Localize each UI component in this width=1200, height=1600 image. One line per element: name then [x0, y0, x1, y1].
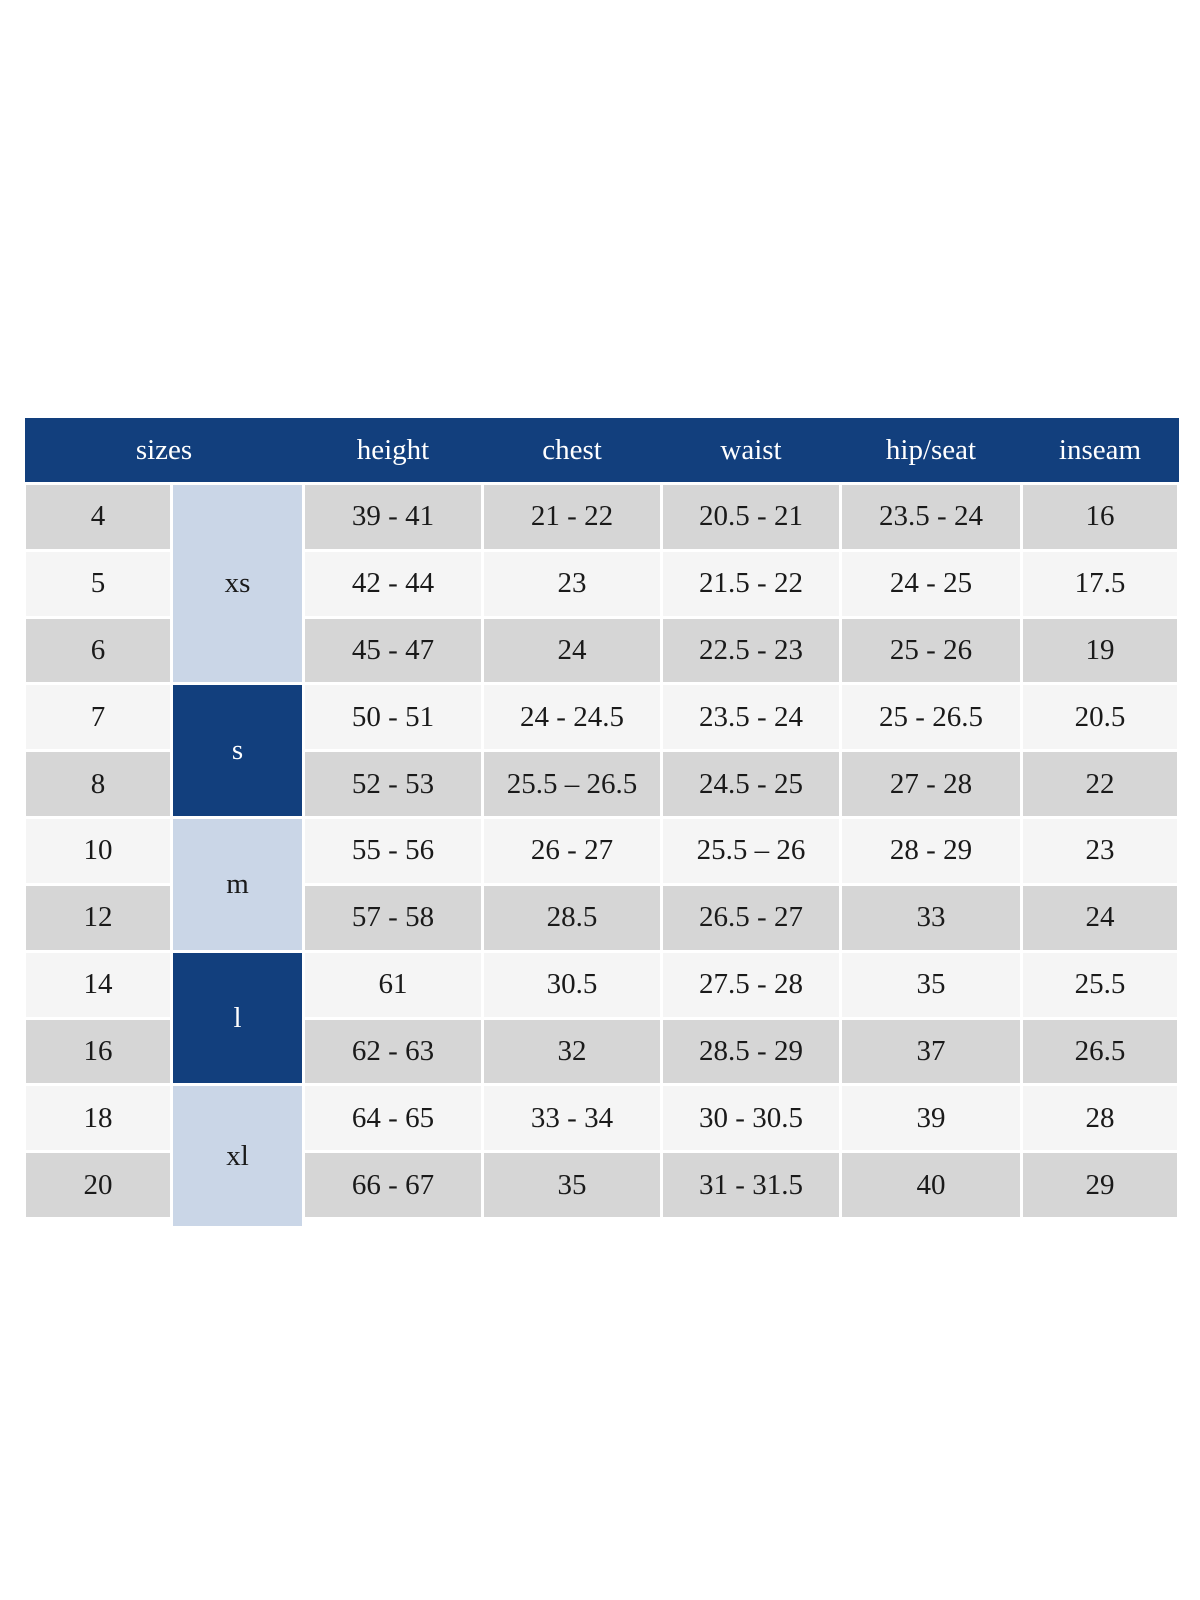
cell-chest: 24 - 24.5 — [481, 682, 663, 753]
cell-height: 57 - 58 — [302, 882, 484, 953]
cell-size-group-s: s — [170, 682, 305, 820]
cell-height: 66 - 67 — [302, 1150, 484, 1220]
cell-inseam: 24 — [1020, 882, 1180, 953]
cell-waist: 21.5 - 22 — [660, 548, 842, 619]
col-header-waist: waist — [661, 418, 841, 484]
cell-size-group-m: m — [170, 816, 305, 953]
col-header-hip-seat: hip/seat — [840, 418, 1022, 484]
cell-size-group-l: l — [170, 949, 305, 1087]
cell-hip-seat: 23.5 - 24 — [839, 482, 1023, 552]
table-row-size-5: 5 42 - 44 23 21.5 - 22 24 - 25 17.5 — [23, 548, 1180, 619]
cell-size-number: 12 — [23, 882, 173, 953]
cell-inseam: 29 — [1020, 1150, 1180, 1220]
cell-height: 61 — [302, 949, 484, 1020]
cell-inseam: 26.5 — [1020, 1016, 1180, 1087]
cell-size-number: 5 — [23, 548, 173, 619]
table-row-size-10: 10 m 55 - 56 26 - 27 25.5 – 26 28 - 29 2… — [23, 816, 1180, 953]
cell-size-group-xl: xl — [170, 1083, 305, 1229]
cell-waist: 26.5 - 27 — [660, 882, 842, 953]
cell-inseam: 17.5 — [1020, 548, 1180, 619]
cell-size-number: 18 — [23, 1083, 173, 1154]
cell-hip-seat: 39 — [839, 1083, 1023, 1154]
table-row-size-20: 20 66 - 67 35 31 - 31.5 40 29 — [23, 1150, 1180, 1220]
col-header-chest: chest — [482, 418, 662, 484]
cell-hip-seat: 24 - 25 — [839, 548, 1023, 619]
col-header-height: height — [303, 418, 483, 484]
cell-hip-seat: 28 - 29 — [839, 816, 1023, 886]
table-row-size-8: 8 52 - 53 25.5 – 26.5 24.5 - 25 27 - 28 … — [23, 749, 1180, 820]
cell-size-number: 7 — [23, 682, 173, 753]
table-row-size-6: 6 45 - 47 24 22.5 - 23 25 - 26 19 — [23, 615, 1180, 686]
cell-hip-seat: 25 - 26 — [839, 615, 1023, 686]
cell-inseam: 16 — [1020, 482, 1180, 552]
cell-chest: 24 — [481, 615, 663, 686]
cell-chest: 33 - 34 — [481, 1083, 663, 1154]
cell-chest: 35 — [481, 1150, 663, 1220]
table-row-size-7: 7 s 50 - 51 24 - 24.5 23.5 - 24 25 - 26.… — [23, 682, 1180, 820]
cell-height: 39 - 41 — [302, 482, 484, 552]
cell-waist: 25.5 – 26 — [660, 816, 842, 886]
cell-chest: 30.5 — [481, 949, 663, 1020]
cell-hip-seat: 25 - 26.5 — [839, 682, 1023, 753]
table-row-size-18: 18 xl 64 - 65 33 - 34 30 - 30.5 39 28 — [23, 1083, 1180, 1229]
cell-height: 45 - 47 — [302, 615, 484, 686]
cell-size-number: 16 — [23, 1016, 173, 1087]
cell-size-number: 4 — [23, 482, 173, 552]
cell-size-number: 8 — [23, 749, 173, 820]
header-row: sizes height chest waist hip/seat inseam — [24, 418, 1179, 484]
cell-waist: 24.5 - 25 — [660, 749, 842, 820]
cell-chest: 23 — [481, 548, 663, 619]
cell-waist: 28.5 - 29 — [660, 1016, 842, 1087]
cell-hip-seat: 27 - 28 — [839, 749, 1023, 820]
cell-size-number: 20 — [23, 1150, 173, 1220]
table-row-size-4: 4 xs 39 - 41 21 - 22 20.5 - 21 23.5 - 24… — [23, 481, 1180, 686]
cell-height: 62 - 63 — [302, 1016, 484, 1087]
cell-chest: 21 - 22 — [481, 482, 663, 552]
cell-inseam: 22 — [1020, 749, 1180, 820]
cell-height: 64 - 65 — [302, 1083, 484, 1154]
cell-inseam: 25.5 — [1020, 949, 1180, 1020]
col-header-sizes: sizes — [24, 418, 304, 484]
cell-height: 42 - 44 — [302, 548, 484, 619]
cell-inseam: 28 — [1020, 1083, 1180, 1154]
cell-hip-seat: 40 — [839, 1150, 1023, 1220]
cell-height: 55 - 56 — [302, 816, 484, 886]
col-header-inseam: inseam — [1021, 418, 1179, 484]
table-row-size-14: 14 l 61 30.5 27.5 - 28 35 25.5 — [23, 949, 1180, 1087]
cell-size-number: 6 — [23, 615, 173, 686]
cell-waist: 31 - 31.5 — [660, 1150, 842, 1220]
cell-size-group-xs: xs — [170, 481, 305, 686]
cell-waist: 30 - 30.5 — [660, 1083, 842, 1154]
cell-inseam: 19 — [1020, 615, 1180, 686]
cell-hip-seat: 37 — [839, 1016, 1023, 1087]
cell-waist: 27.5 - 28 — [660, 949, 842, 1020]
cell-size-number: 14 — [23, 949, 173, 1020]
table-row-size-12: 12 57 - 58 28.5 26.5 - 27 33 24 — [23, 882, 1180, 953]
cell-chest: 26 - 27 — [481, 816, 663, 886]
cell-inseam: 20.5 — [1020, 682, 1180, 753]
cell-hip-seat: 35 — [839, 949, 1023, 1020]
cell-waist: 23.5 - 24 — [660, 682, 842, 753]
size-chart-table: sizes height chest waist hip/seat inseam… — [23, 418, 1180, 1229]
cell-chest: 25.5 – 26.5 — [481, 749, 663, 820]
cell-waist: 20.5 - 21 — [660, 482, 842, 552]
cell-inseam: 23 — [1020, 816, 1180, 886]
cell-height: 50 - 51 — [302, 682, 484, 753]
cell-height: 52 - 53 — [302, 749, 484, 820]
table-row-size-16: 16 62 - 63 32 28.5 - 29 37 26.5 — [23, 1016, 1180, 1087]
cell-hip-seat: 33 — [839, 882, 1023, 953]
cell-size-number: 10 — [23, 816, 173, 886]
cell-chest: 28.5 — [481, 882, 663, 953]
cell-chest: 32 — [481, 1016, 663, 1087]
cell-waist: 22.5 - 23 — [660, 615, 842, 686]
